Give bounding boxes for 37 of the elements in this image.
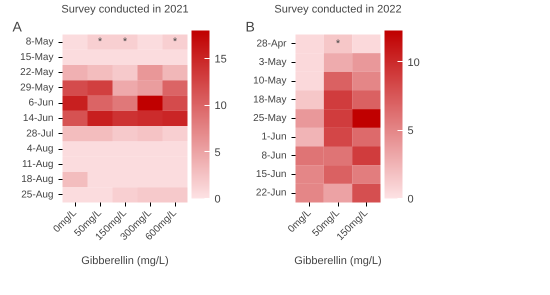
text: B bbox=[246, 18, 255, 34]
color-bar-label: 0 bbox=[408, 194, 414, 206]
y-tick-label: 18-May bbox=[253, 94, 287, 106]
y-tick-label: 14-Jun bbox=[22, 113, 54, 124]
text: A bbox=[12, 18, 22, 34]
data-label: * bbox=[122, 36, 128, 48]
y-tick-label: 22-May bbox=[20, 67, 54, 78]
color-bar-label: 5 bbox=[214, 146, 221, 159]
y-tick-label: 6-Jun bbox=[28, 98, 54, 109]
y-tick-label: 25-May bbox=[253, 113, 287, 124]
data-label: * bbox=[172, 36, 178, 48]
color-bar-label: 10 bbox=[214, 100, 227, 112]
y-tick-label: 15-May bbox=[20, 52, 54, 63]
color-bar-label: 0 bbox=[214, 194, 221, 206]
y-tick-label: 18-Aug bbox=[21, 174, 54, 186]
y-tick-label: 10-May bbox=[253, 76, 287, 87]
y-tick-label: 8-Jun bbox=[261, 150, 286, 162]
y-tick-label: 25-Aug bbox=[21, 189, 54, 200]
color-bar-label: 15 bbox=[214, 54, 227, 66]
y-tick-label: 28-Apr bbox=[256, 38, 288, 50]
color-bar-label: 10 bbox=[408, 56, 420, 69]
chart-title: Survey conducted in 2021 bbox=[61, 4, 189, 16]
y-tick-label: 3-May bbox=[258, 57, 287, 68]
y-tick-label: 29-May bbox=[20, 82, 54, 94]
data-label: * bbox=[336, 38, 341, 50]
y-tick-label: 8-May bbox=[26, 36, 54, 48]
y-tick-label: 28-Jul bbox=[26, 128, 54, 140]
y-tick-label: 1-Jun bbox=[261, 132, 286, 143]
data-label: * bbox=[98, 36, 103, 48]
chart-title: Survey conducted in 2022 bbox=[274, 4, 402, 16]
y-tick-label: 22-Jun bbox=[256, 188, 286, 199]
y-tick-label: 15-Jun bbox=[256, 169, 286, 180]
color-bar-label: 5 bbox=[408, 125, 414, 138]
x-axis-title: Gibberellin (mg/L) bbox=[294, 254, 382, 267]
y-tick-label: 4-Aug bbox=[26, 144, 54, 155]
y-tick-label: 11-Aug bbox=[22, 158, 54, 170]
x-axis-title: Gibberellin (mg/L) bbox=[81, 254, 169, 267]
